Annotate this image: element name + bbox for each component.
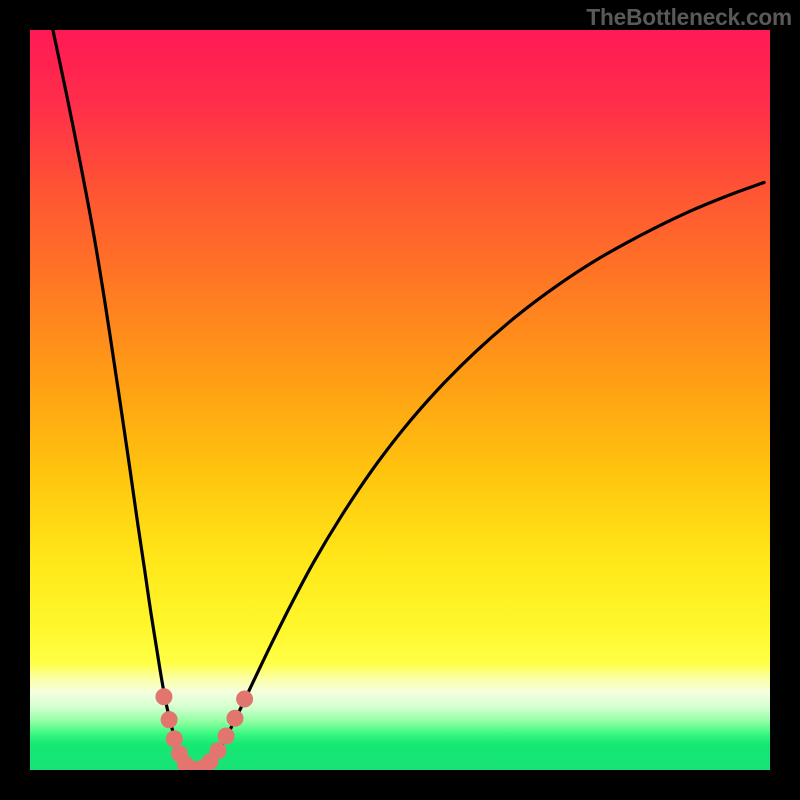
marker-point: [210, 743, 226, 759]
plot-area: [30, 30, 770, 770]
marker-point: [218, 728, 234, 744]
bottleneck-curve: [30, 30, 770, 770]
marker-point: [156, 689, 172, 705]
watermark-text: TheBottleneck.com: [586, 4, 792, 31]
marker-point: [227, 710, 243, 726]
curve-line: [53, 30, 764, 770]
chart-frame: TheBottleneck.com: [0, 0, 800, 800]
marker-point: [166, 731, 182, 747]
marker-point: [237, 691, 253, 707]
marker-point: [161, 712, 177, 728]
curve-markers: [156, 689, 253, 770]
